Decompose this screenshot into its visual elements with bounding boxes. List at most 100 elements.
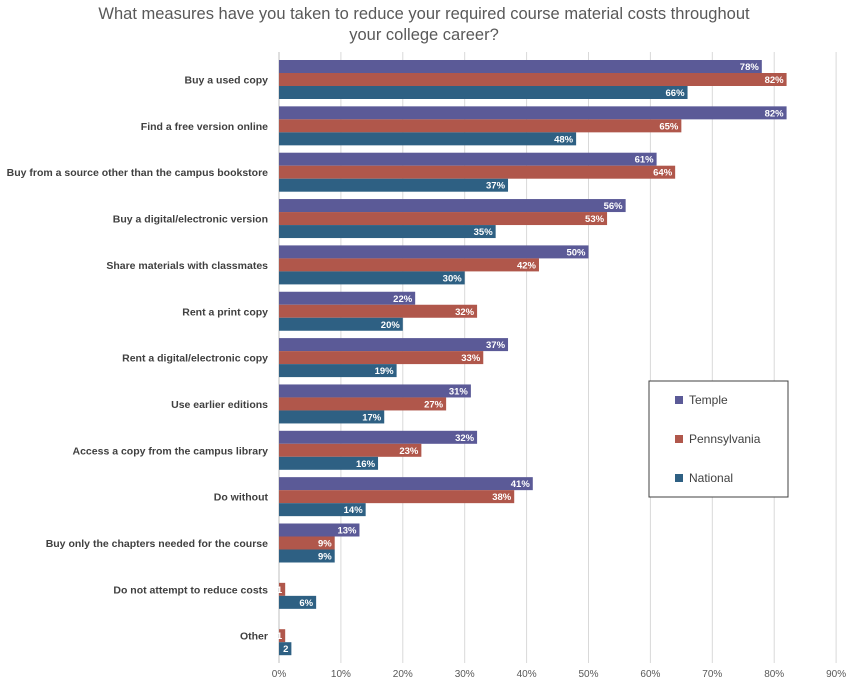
bar-temple-1	[279, 106, 787, 120]
bar-national-3	[279, 225, 496, 239]
bar-pennsylvania-12	[279, 629, 286, 643]
legend: Temple Pennsylvania National	[648, 380, 789, 498]
category-label-5: Rent a print copy	[182, 306, 268, 318]
chart-title-line-2: your college career?	[349, 26, 499, 44]
category-label-9: Do without	[214, 492, 269, 504]
data-label-temple-10: 13%	[337, 526, 357, 537]
legend-swatch-pennsylvania	[675, 435, 683, 443]
category-label-4: Share materials with classmates	[106, 260, 268, 272]
x-tick-label-5: 50%	[578, 669, 598, 680]
x-tick-label-4: 40%	[517, 669, 537, 680]
data-label-national-6: 19%	[375, 366, 395, 377]
data-label-national-10: 9%	[318, 552, 332, 563]
bar-pennsylvania-2	[279, 165, 676, 179]
legend-label-pennsylvania: Pennsylvania	[689, 432, 761, 446]
bar-temple-6	[279, 338, 509, 352]
data-label-temple-8: 32%	[455, 433, 475, 444]
legend-label-national: National	[689, 471, 733, 485]
data-label-pennsylvania-1: 65%	[659, 121, 679, 132]
data-label-national-8: 16%	[356, 459, 376, 470]
bar-national-12	[279, 642, 292, 656]
data-label-national-11: 6%	[299, 598, 313, 609]
data-label-pennsylvania-3: 53%	[585, 214, 605, 225]
bar-pennsylvania-7	[279, 397, 447, 411]
bar-national-2	[279, 178, 509, 192]
legend-box	[648, 380, 789, 498]
category-label-10: Buy only the chapters needed for the cou…	[46, 538, 268, 550]
x-tick-label-1: 10%	[331, 669, 351, 680]
bar-pennsylvania-10	[279, 536, 335, 550]
data-label-temple-0: 78%	[740, 62, 760, 73]
data-label-pennsylvania-7: 27%	[424, 399, 444, 410]
data-label-temple-9: 41%	[511, 479, 531, 490]
chart-title-line-1: What measures have you taken to reduce y…	[98, 5, 750, 23]
legend-label-temple: Temple	[689, 393, 728, 407]
data-label-temple-2: 61%	[635, 155, 655, 166]
data-label-pennsylvania-6: 33%	[461, 353, 481, 364]
chart-title: What measures have you taken to reduce y…	[0, 4, 848, 46]
data-label-national-0: 66%	[666, 88, 686, 99]
data-label-pennsylvania-9: 38%	[492, 492, 512, 503]
data-label-national-4: 30%	[443, 273, 463, 284]
bar-national-8	[279, 456, 379, 470]
data-label-temple-1: 82%	[765, 108, 785, 119]
data-label-national-5: 20%	[381, 320, 401, 331]
bar-national-6	[279, 364, 397, 378]
bar-pennsylvania-1	[279, 119, 682, 133]
bar-temple-4	[279, 245, 589, 259]
legend-swatch-national	[675, 474, 683, 482]
data-label-temple-6: 37%	[486, 340, 506, 351]
bar-national-9	[279, 503, 366, 517]
category-label-6: Rent a digital/electronic copy	[122, 353, 268, 365]
data-label-pennsylvania-0: 82%	[765, 75, 785, 86]
category-label-2: Buy from a source other than the campus …	[7, 167, 269, 179]
data-label-national-2: 37%	[486, 181, 506, 192]
data-label-pennsylvania-5: 32%	[455, 307, 475, 318]
bar-national-11	[279, 595, 317, 609]
category-label-1: Find a free version online	[141, 121, 268, 133]
data-label-national-7: 17%	[362, 412, 382, 423]
data-label-national-9: 14%	[344, 505, 364, 516]
data-label-temple-3: 56%	[604, 201, 624, 212]
bar-temple-3	[279, 199, 626, 213]
bar-pennsylvania-0	[279, 73, 787, 86]
x-tick-label-6: 60%	[640, 669, 660, 680]
data-label-national-1: 48%	[554, 134, 574, 145]
bar-temple-9	[279, 477, 533, 491]
data-label-national-3: 35%	[474, 227, 494, 238]
bar-pennsylvania-9	[279, 490, 515, 504]
bar-pennsylvania-5	[279, 304, 478, 318]
data-label-pennsylvania-2: 64%	[653, 168, 673, 179]
bar-temple-8	[279, 430, 478, 444]
bar-national-1	[279, 132, 577, 146]
bar-national-4	[279, 271, 465, 285]
category-label-8: Access a copy from the campus library	[73, 445, 269, 457]
bar-temple-2	[279, 152, 657, 166]
data-label-pennsylvania-8: 23%	[399, 446, 419, 457]
bar-pennsylvania-8	[279, 443, 422, 457]
data-label-pennsylvania-4: 42%	[517, 260, 537, 271]
bar-pennsylvania-6	[279, 351, 484, 365]
data-label-temple-7: 31%	[449, 386, 469, 397]
data-label-pennsylvania-12: 1	[277, 631, 283, 642]
category-label-3: Buy a digital/electronic version	[113, 214, 268, 226]
data-label-pennsylvania-11: 1	[277, 585, 283, 596]
bar-national-0	[279, 86, 688, 99]
x-tick-label-8: 80%	[764, 669, 784, 680]
x-tick-label-3: 30%	[455, 669, 475, 680]
bar-temple-10	[279, 523, 360, 537]
category-label-11: Do not attempt to reduce costs	[113, 584, 268, 596]
bar-temple-7	[279, 384, 471, 398]
bar-temple-5	[279, 291, 416, 305]
category-label-12: Other	[240, 631, 268, 643]
legend-swatch-temple	[675, 396, 683, 404]
x-tick-label-2: 20%	[393, 669, 413, 680]
data-label-pennsylvania-10: 9%	[318, 539, 332, 550]
x-tick-label-9: 90%	[826, 669, 846, 680]
data-label-temple-5: 22%	[393, 294, 413, 305]
bar-national-10	[279, 549, 335, 563]
category-label-7: Use earlier editions	[171, 399, 268, 411]
bar-pennsylvania-3	[279, 212, 608, 226]
bar-temple-0	[279, 60, 762, 73]
